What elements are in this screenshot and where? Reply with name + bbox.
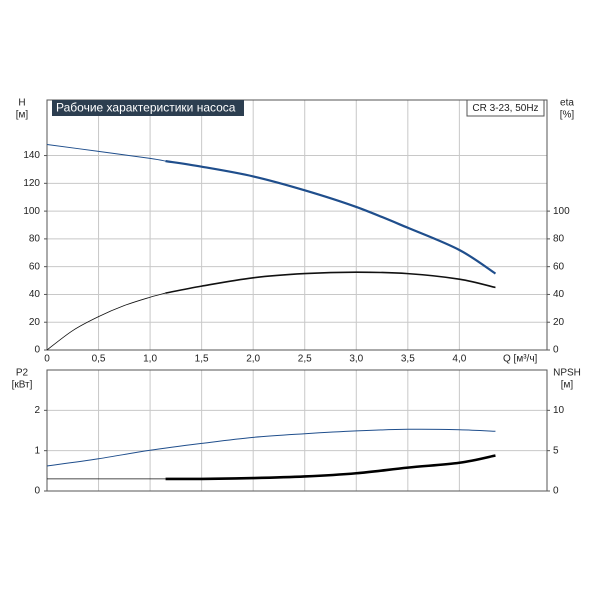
x-tick-label: 4,0 (452, 354, 466, 365)
y-tick-label: 60 (29, 261, 41, 272)
curve (46, 292, 166, 351)
y-axis-unit: [м] (16, 110, 29, 121)
y-tick-label: 140 (23, 150, 40, 161)
y2-tick-label: 0 (553, 486, 559, 497)
y2-axis-label: eta (560, 98, 574, 109)
plot-frame (46, 369, 548, 492)
chart-title: Рабочие характеристики насоса (56, 101, 236, 115)
x-tick-label: 0,5 (92, 354, 106, 365)
y-axis-unit: [кВт] (12, 380, 33, 391)
model-box (466, 99, 545, 117)
y2-axis-unit: [%] (560, 110, 575, 121)
y-tick-label: 100 (23, 206, 40, 217)
y-tick-label: 120 (23, 178, 40, 189)
y-tick-label: 0 (34, 486, 40, 497)
curve (165, 454, 496, 481)
curve (46, 428, 496, 467)
y-axis-label: P2 (16, 368, 29, 379)
y2-tick-label: 5 (553, 445, 559, 456)
y-tick-label: 0 (34, 345, 40, 356)
y-tick-label: 1 (34, 445, 40, 456)
curve (165, 271, 496, 294)
model-label: CR 3-23, 50Hz (472, 103, 538, 114)
x-tick-label: 2,0 (246, 354, 260, 365)
y-tick-label: 2 (34, 405, 40, 416)
plot-frame (46, 99, 548, 351)
x-axis-label: Q [м³/ч] (503, 354, 538, 365)
y-tick-label: 20 (29, 317, 41, 328)
x-tick-label: 2,5 (298, 354, 312, 365)
y2-axis-unit: [м] (561, 380, 574, 391)
y-axis-label: H (18, 98, 25, 109)
curve (46, 143, 166, 162)
y2-tick-label: 60 (553, 261, 565, 272)
title-box (52, 100, 244, 116)
y2-tick-label: 0 (553, 345, 559, 356)
x-tick-label: 3,5 (401, 354, 415, 365)
y-tick-label: 40 (29, 289, 41, 300)
x-tick-label: 1,5 (195, 354, 209, 365)
y2-tick-label: 80 (553, 234, 565, 245)
y2-tick-label: 100 (553, 206, 570, 217)
x-tick-label: 3,0 (349, 354, 363, 365)
curve (165, 160, 497, 275)
y2-axis-label: NPSH (553, 368, 581, 379)
y2-tick-label: 10 (553, 405, 565, 416)
y-tick-label: 80 (29, 234, 41, 245)
y2-tick-label: 40 (553, 289, 565, 300)
y2-tick-label: 20 (553, 317, 565, 328)
x-tick-label: 1,0 (143, 354, 157, 365)
x-tick-label: 0 (44, 354, 50, 365)
